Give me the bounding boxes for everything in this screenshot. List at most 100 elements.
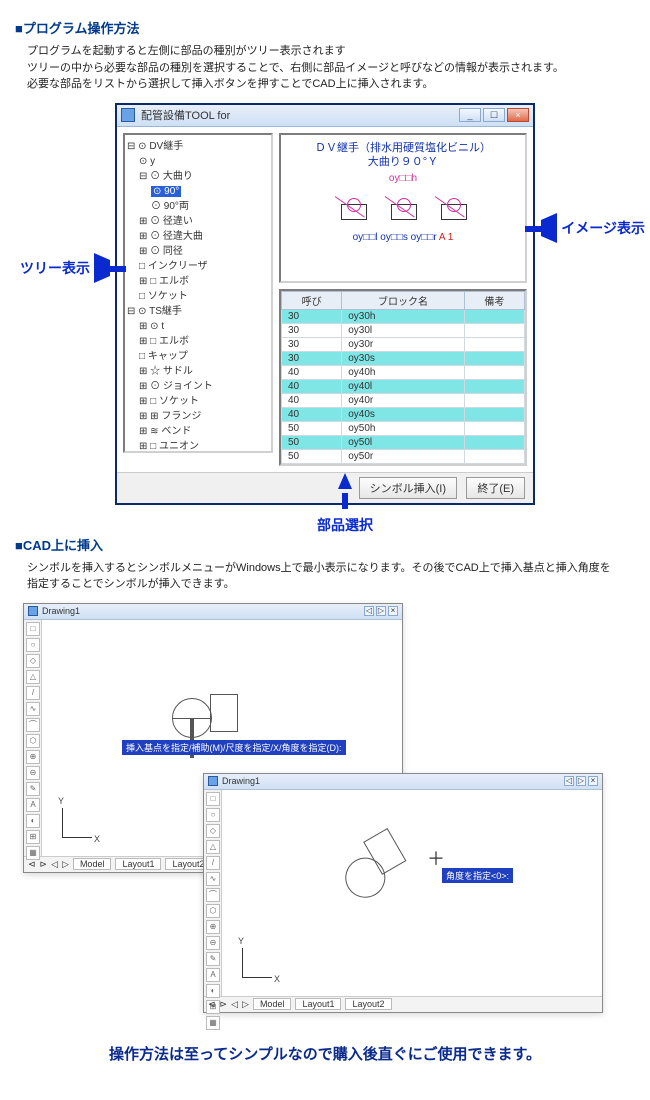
tree-node[interactable]: □ インクリーザ [127,259,269,274]
maximize-button[interactable]: ☐ [483,108,505,122]
cad-nav-button[interactable]: ▷ [242,999,249,1010]
cad-tool-icon[interactable]: ⌒ [206,888,220,902]
cad-nav-icon[interactable]: ▷ [376,606,386,616]
tree-node[interactable]: □ ソケット [127,289,269,304]
cad-nav-icon[interactable]: ◁ [564,776,574,786]
parts-table[interactable]: 呼びブロック名備考30oy30h30oy30l30oy30r30oy30s40o… [281,291,525,464]
tree-node[interactable]: ⊟ ⊙ 大曲り [127,169,269,184]
cad-close-icon[interactable]: × [588,776,598,786]
tree-node[interactable]: ⊟ ⊙ DV継手 [127,139,269,154]
cad-layout-tab[interactable]: Layout2 [345,998,391,1010]
window-title: 配管設備TOOL for [141,107,230,123]
cad-tool-icon[interactable]: ◇ [206,824,220,838]
close-button[interactable]: × [507,108,529,122]
tree-node[interactable]: ⊙ y [127,154,269,169]
tree-node[interactable]: ⊟ ⊙ TS継手 [127,304,269,319]
table-row[interactable]: 50oy50l [282,435,525,449]
table-header[interactable]: 備考 [464,291,524,309]
cad-tool-icon[interactable]: ✎ [206,952,220,966]
tree-node[interactable]: ⊞ ⊙ t [127,319,269,334]
tree-node[interactable]: □ キャップ [127,349,269,364]
cad-tool-icon[interactable]: □ [206,792,220,806]
cad-close-icon[interactable]: × [388,606,398,616]
cad-tool-icon[interactable]: A [206,968,220,982]
cad-tool-icon[interactable]: □ [26,622,40,636]
table-row[interactable]: 40oy40h [282,365,525,379]
tree-node[interactable]: ⊞ □ ユニオン [127,439,269,453]
cad-nav-button[interactable]: ⊳ [220,999,228,1010]
cad-tool-icon[interactable]: ∿ [206,872,220,886]
table-row[interactable]: 40oy40l [282,379,525,393]
table-header[interactable]: ブロック名 [342,291,465,309]
table-header[interactable]: 呼び [282,291,342,309]
cad-toolbar[interactable]: □○◇△/∿⌒⬡⊕⊖✎A◐⊞▦ [204,790,222,996]
table-row[interactable]: 40oy40r [282,393,525,407]
tree-node[interactable]: ⊞ ≋ ベンド [127,424,269,439]
cad-nav-button[interactable]: ▷ [62,859,69,870]
cad-layout-tab[interactable]: Model [253,998,292,1010]
exit-button[interactable]: 終了(E) [466,477,525,499]
tree-node[interactable]: ⊙ 90°両 [127,199,269,214]
tree-node[interactable]: ⊞ ⊞ フランジ [127,409,269,424]
cad-tool-icon[interactable]: △ [206,840,220,854]
tree-node[interactable]: ⊞ ⊙ 同径 [127,244,269,259]
cad-tool-icon[interactable]: ○ [26,638,40,652]
cad-tool-icon[interactable]: ✎ [26,782,40,796]
cad-tabs[interactable]: ⊲ ⊳◁ ▷ ModelLayout1 Layout2 [204,996,602,1012]
cad-layout-tab[interactable]: Layout1 [115,858,161,870]
tree-node[interactable]: ⊞ □ エルボ [127,274,269,289]
cad-tool-icon[interactable]: ⊖ [26,766,40,780]
cad-tool-icon[interactable]: ⬡ [26,734,40,748]
cad-nav-button[interactable]: ⊲ [28,859,36,870]
table-row[interactable]: 30oy30s [282,351,525,365]
table-row[interactable]: 50oy50r [282,449,525,463]
cad-canvas[interactable]: ＋ 角度を指定<0>: Y X [222,790,602,996]
cad-nav-icon[interactable]: ▷ [576,776,586,786]
cad-tool-icon[interactable]: ▦ [206,1016,220,1030]
cad-tool-icon[interactable]: ◐ [206,984,220,998]
table-row[interactable]: 50oy50h [282,421,525,435]
table-row[interactable]: 30oy30l [282,323,525,337]
tree-node[interactable]: ⊞ ⊙ 径違い [127,214,269,229]
preview-pane: ＤＶ継手（排水用硬質塩化ビニル） 大曲り９０°Ｙ oy□□h oy□□l oy□… [279,133,527,283]
tree-node[interactable]: ⊞ □ ソケット [127,394,269,409]
tree-node[interactable]: ⊞ □ エルボ [127,334,269,349]
parts-table-wrap[interactable]: 呼びブロック名備考30oy30h30oy30l30oy30r30oy30s40o… [279,289,527,466]
titlebar[interactable]: 配管設備TOOL for _ ☐ × [117,105,533,127]
cad-tool-icon[interactable]: ▦ [26,846,40,860]
cad-tool-icon[interactable]: ⌒ [26,718,40,732]
tree-node[interactable]: ⊙ 90° [127,184,269,199]
cad-tool-icon[interactable]: ○ [206,808,220,822]
cad-nav-button[interactable]: ◁ [51,859,58,870]
cad-toolbar[interactable]: □○◇△/∿⌒⬡⊕⊖✎A◐⊞▦ [24,620,42,856]
tool-window: 配管設備TOOL for _ ☐ × ⊟ ⊙ DV継手⊙ y⊟ ⊙ 大曲り⊙ 9… [115,103,535,505]
section1-title: ■プログラム操作方法 [15,18,635,37]
cad-tool-icon[interactable]: ⊕ [206,920,220,934]
cad-nav-button[interactable]: ⊲ [208,999,216,1010]
table-row[interactable]: 30oy30h [282,309,525,323]
table-row[interactable]: 40oy40s [282,407,525,421]
cad-tool-icon[interactable]: ⬡ [206,904,220,918]
tree-pane[interactable]: ⊟ ⊙ DV継手⊙ y⊟ ⊙ 大曲り⊙ 90°⊙ 90°両⊞ ⊙ 径違い⊞ ⊙ … [123,133,273,453]
cad-tool-icon[interactable]: A [26,798,40,812]
cad-tool-icon[interactable]: ⊕ [26,750,40,764]
cad-tool-icon[interactable]: ⊞ [26,830,40,844]
cad-tool-icon[interactable]: ⊖ [206,936,220,950]
cad-tool-icon[interactable]: ◇ [26,654,40,668]
cad-tool-icon[interactable]: ∿ [26,702,40,716]
cad-tool-icon[interactable]: △ [26,670,40,684]
tree-node[interactable]: ⊞ ⊙ ジョイント [127,379,269,394]
tree-node[interactable]: ⊞ ⊙ 径違大曲 [127,229,269,244]
cad-layout-tab[interactable]: Model [73,858,112,870]
cad-nav-icon[interactable]: ◁ [364,606,374,616]
minimize-button[interactable]: _ [459,108,481,122]
table-row[interactable]: 30oy30r [282,337,525,351]
tree-node[interactable]: ⊞ ☆ サドル [127,364,269,379]
cad-tool-icon[interactable]: / [26,686,40,700]
cad-nav-button[interactable]: ⊳ [40,859,48,870]
cad-tool-icon[interactable]: ◐ [26,814,40,828]
cad-layout-tab[interactable]: Layout1 [295,998,341,1010]
cad-nav-button[interactable]: ◁ [231,999,238,1010]
cad-tool-icon[interactable]: / [206,856,220,870]
bottom-message: 操作方法は至ってシンプルなので購入後直ぐにご使用できます。 [15,1043,635,1064]
